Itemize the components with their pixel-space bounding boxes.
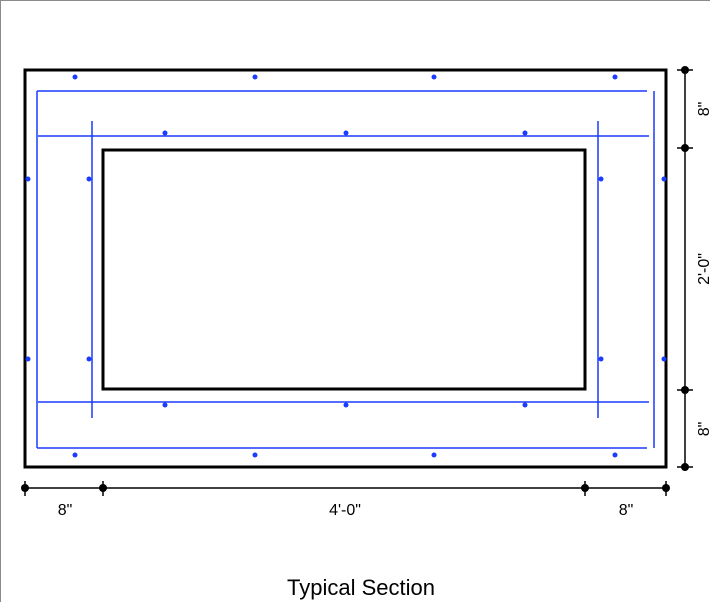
rebar-dot [612, 452, 618, 458]
inner-rebar-layer [38, 121, 649, 418]
rebar-dot [343, 402, 349, 408]
dimension-label-right-top: 8" [696, 102, 710, 117]
right-dimension-nodes [681, 66, 689, 471]
bottom-dimension-nodes [21, 484, 670, 492]
right-dimension [677, 69, 693, 468]
rebar-dot [661, 176, 667, 182]
rebar-dot [162, 130, 168, 136]
dimension-node [662, 484, 670, 492]
dimension-label-right-middle: 2'-0" [696, 253, 710, 285]
dimension-node [681, 386, 689, 394]
rebar-dot [72, 452, 78, 458]
rebar-dot [598, 356, 604, 362]
rebar-dot [86, 356, 92, 362]
inner-opening-outline [101, 148, 587, 391]
rebar-dot [72, 74, 78, 80]
rebar-dot [86, 176, 92, 182]
drawing-title: Typical Section [287, 575, 435, 600]
dimension-node [681, 66, 689, 74]
dimension-label-bottom-left: 8" [58, 502, 73, 519]
rebar-dot [431, 74, 437, 80]
dimension-node [581, 484, 589, 492]
rebar-dot [343, 130, 349, 136]
outer-wall-outline [23, 68, 668, 469]
rebar-dot [25, 356, 31, 362]
rebar-dot [522, 402, 528, 408]
bottom-dimension [24, 481, 667, 496]
dimension-label-right-bottom: 8" [696, 422, 710, 437]
rebar-dot [522, 130, 528, 136]
outer-rebar-layer [36, 90, 655, 449]
rebar-dot [252, 452, 258, 458]
dimension-label-bottom-middle: 4'-0" [329, 502, 361, 519]
rebar-dots [25, 74, 667, 458]
dimension-label-bottom-right: 8" [619, 502, 634, 519]
dimension-node [99, 484, 107, 492]
dimension-node [681, 463, 689, 471]
rebar-dot [661, 356, 667, 362]
rebar-dot [162, 402, 168, 408]
rebar-dot [612, 74, 618, 80]
rebar-dot [252, 74, 258, 80]
dimension-node [681, 144, 689, 152]
rebar-dot [598, 176, 604, 182]
dimension-node [21, 484, 29, 492]
rebar-dot [431, 452, 437, 458]
rebar-dot [25, 176, 31, 182]
